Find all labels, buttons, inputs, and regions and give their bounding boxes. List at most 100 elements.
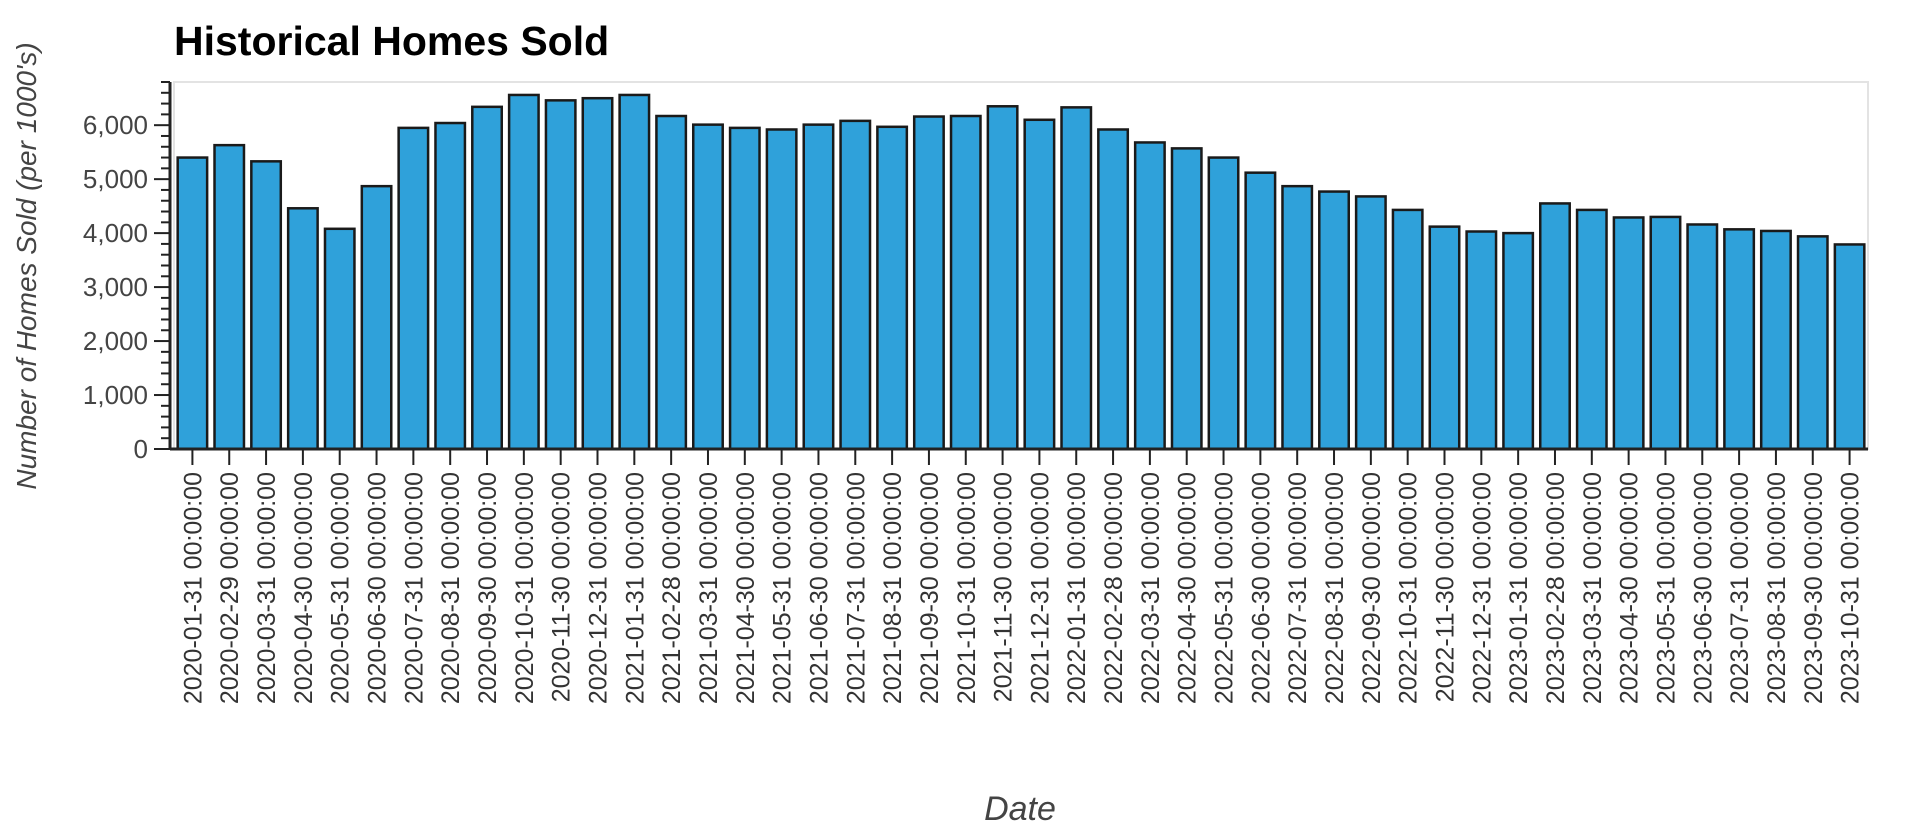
x-tick-label: 2023-03-31 00:00:00: [1579, 472, 1607, 704]
x-tick-label: 2022-01-31 00:00:00: [1063, 472, 1091, 704]
x-tick-label: 2020-05-31 00:00:00: [327, 472, 355, 704]
bar: [765, 128, 798, 451]
x-axis-label: Date: [984, 790, 1056, 825]
bar: [1759, 229, 1792, 451]
bar: [1833, 243, 1866, 451]
bar: [1097, 128, 1130, 451]
bar: [876, 125, 909, 451]
bar: [1539, 202, 1571, 451]
bar: [250, 160, 283, 451]
x-tick-label: 2023-02-28 00:00:00: [1542, 472, 1570, 704]
chart-title: Historical Homes Sold: [174, 18, 610, 64]
x-tick-label: 2021-09-30 00:00:00: [916, 472, 944, 704]
x-axis: 2020-01-31 00:00:00 2020-02-29 00:00:00 20…: [170, 447, 1868, 704]
x-tick-label: 2021-07-31 00:00:00: [842, 472, 870, 704]
x-tick-label: 2021-02-28 00:00:00: [658, 472, 686, 704]
x-tick-label: 2022-12-31 00:00:00: [1468, 472, 1496, 704]
bar: [1170, 147, 1203, 451]
x-tick-label: 2022-06-30 00:00:00: [1247, 472, 1275, 704]
x-tick-label: 2023-07-31 00:00:00: [1726, 472, 1754, 704]
bar: [949, 114, 982, 451]
bar: [1612, 216, 1645, 451]
x-tick-label: 2023-10-31 00:00:00: [1837, 472, 1865, 704]
x-tick-label: 2020-10-31 00:00:00: [511, 472, 539, 704]
x-tick-label: 2021-03-31 00:00:00: [695, 472, 723, 704]
bar: [360, 184, 393, 451]
x-tick-label: 2020-11-30 00:00:00: [548, 472, 576, 702]
x-tick-label: 2022-02-28 00:00:00: [1100, 472, 1128, 704]
y-tick-label: 5,000: [83, 164, 148, 194]
bar: [1023, 118, 1056, 451]
y-axis-label: Number of Homes Sold (per 1000's): [11, 42, 42, 489]
bar: [839, 119, 872, 451]
x-tick-label: 2023-06-30 00:00:00: [1689, 472, 1717, 704]
bar: [434, 121, 467, 451]
x-tick-label: 2021-08-31 00:00:00: [879, 472, 907, 704]
y-tick-label: 6,000: [83, 110, 148, 140]
bar: [581, 96, 614, 451]
x-tick-label: 2021-06-30 00:00:00: [805, 472, 833, 704]
y-tick-label: 1,000: [83, 380, 148, 410]
y-tick-label: 4,000: [83, 218, 148, 248]
bar: [1796, 235, 1829, 451]
bar: [176, 156, 209, 451]
x-tick-label: 2023-09-30 00:00:00: [1800, 472, 1828, 704]
y-tick-label: 2,000: [83, 326, 148, 356]
x-tick-label: 2020-09-30 00:00:00: [474, 472, 502, 704]
bar: [397, 126, 430, 451]
x-tick-label: 2022-11-30 00:00:00: [1432, 472, 1460, 702]
bar: [986, 105, 1019, 451]
x-tick-label: 2022-03-31 00:00:00: [1137, 472, 1165, 704]
x-tick-label: 2021-05-31 00:00:00: [769, 472, 797, 704]
bar: [1428, 225, 1461, 451]
bar: [912, 115, 945, 451]
bar: [1133, 141, 1166, 451]
bar: [1207, 156, 1240, 451]
bar: [286, 207, 319, 451]
x-tick-label: 2023-05-31 00:00:00: [1652, 472, 1680, 704]
bar: [1649, 215, 1682, 451]
x-tick-label: 2022-07-31 00:00:00: [1284, 472, 1312, 704]
bar: [1060, 106, 1093, 451]
bar: [1502, 231, 1535, 451]
bar: [692, 123, 724, 451]
bar: [1686, 223, 1719, 451]
bars-group: [176, 93, 1866, 451]
bar: [1281, 184, 1314, 451]
x-tick-label: 2023-01-31 00:00:00: [1505, 472, 1533, 704]
bar: [728, 126, 761, 451]
x-tick-label: 2021-04-30 00:00:00: [732, 472, 760, 704]
y-axis: 0 1,000 2,000 3,000 4,000 5,000 6,000: [83, 81, 172, 464]
x-tick-label: 2020-06-30 00:00:00: [364, 472, 392, 704]
x-tick-label: 2022-05-31 00:00:00: [1211, 472, 1239, 704]
x-tick-label: 2020-02-29 00:00:00: [216, 472, 244, 704]
x-tick-label: 2022-09-30 00:00:00: [1358, 472, 1386, 704]
x-tick-label: 2022-08-31 00:00:00: [1321, 472, 1349, 704]
x-tick-label: 2020-12-31 00:00:00: [585, 472, 613, 704]
bar: [655, 114, 688, 451]
x-tick-label: 2021-12-31 00:00:00: [1026, 472, 1054, 704]
bar: [471, 105, 504, 451]
bar: [1244, 171, 1277, 451]
x-tick-label: 2023-04-30 00:00:00: [1616, 472, 1644, 704]
bar: [507, 93, 540, 451]
bar: [1723, 228, 1756, 451]
x-tick-label: 2021-11-30 00:00:00: [990, 472, 1018, 702]
x-tick-label: 2020-01-31 00:00:00: [179, 472, 207, 704]
x-tick-label: 2022-04-30 00:00:00: [1174, 472, 1202, 704]
y-tick-label: 3,000: [83, 272, 148, 302]
y-tick-label: 0: [134, 434, 148, 464]
x-tick-label: 2020-08-31 00:00:00: [437, 472, 465, 704]
x-tick-label: 2022-10-31 00:00:00: [1395, 472, 1423, 704]
x-tick-label: 2020-03-31 00:00:00: [253, 472, 281, 704]
x-tick-label: 2020-07-31 00:00:00: [400, 472, 428, 704]
x-tick-label: 2021-10-31 00:00:00: [953, 472, 981, 704]
bar: [1318, 190, 1351, 451]
bar: [1354, 195, 1387, 451]
x-tick-label: 2023-08-31 00:00:00: [1763, 472, 1791, 704]
bar: [1575, 208, 1608, 451]
bar: [544, 99, 577, 451]
bar: [1465, 230, 1498, 451]
bar: [802, 123, 835, 451]
